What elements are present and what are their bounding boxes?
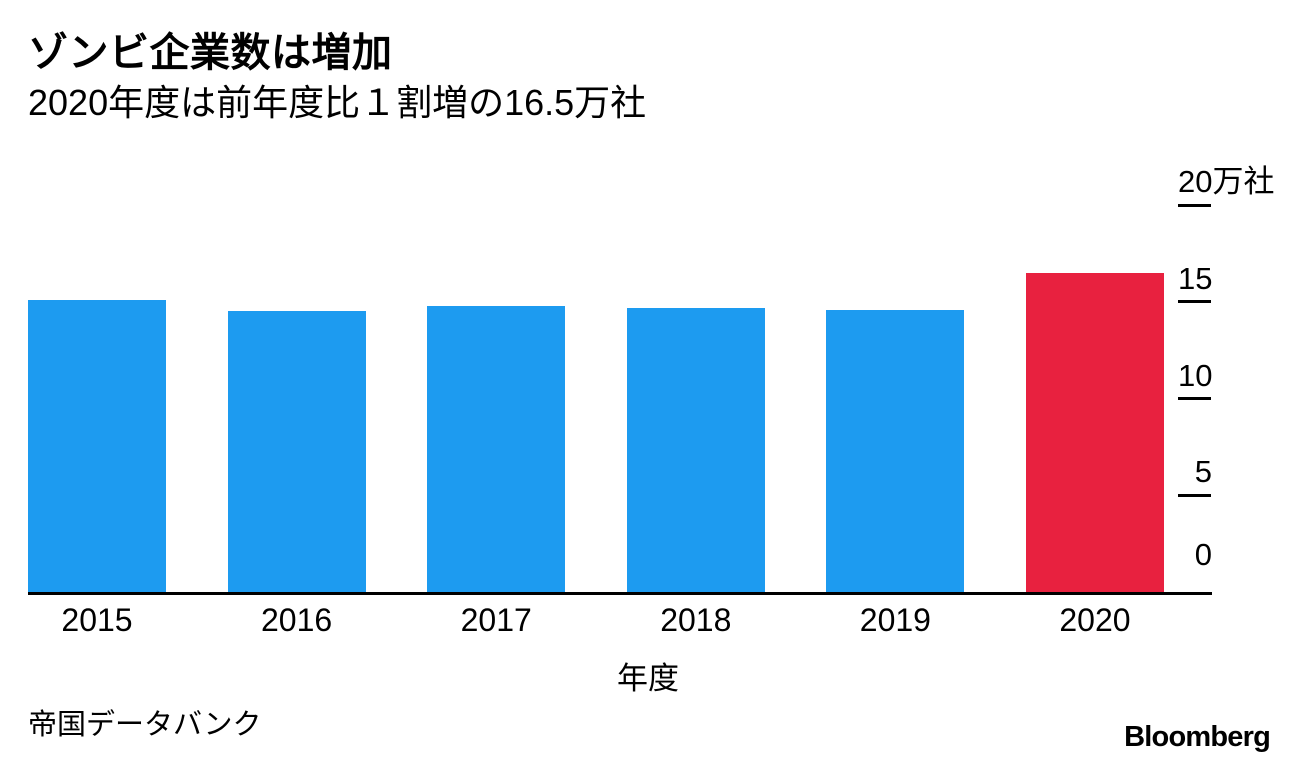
x-axis-title: 年度 <box>617 661 679 696</box>
x-tick-label-2017: 2017 <box>460 602 532 638</box>
y-tick-mark-20 <box>1178 203 1211 207</box>
bar-2017 <box>427 305 566 592</box>
bar-2018 <box>626 307 765 592</box>
y-tick-label-5: 5 <box>1194 454 1212 490</box>
y-tick-mark-5 <box>1178 493 1211 497</box>
x-tick-label-2020: 2020 <box>1059 602 1131 638</box>
source-note: 帝国データバンク <box>28 709 262 741</box>
x-axis-labels: 2015 2016 2017 2018 2019 2020 <box>28 604 1164 636</box>
bar-2020 <box>1025 272 1164 592</box>
chart-title: ゾンビ企業数は増加 <box>28 31 393 75</box>
chart-subtitle: 2020年度は前年度比１割増の16.5万社 <box>28 82 647 123</box>
y-tick-mark-10 <box>1178 397 1211 400</box>
y-tick-label-15: 15 <box>1178 260 1213 296</box>
x-tick-label-2019: 2019 <box>859 602 931 638</box>
x-axis-line <box>28 592 1212 595</box>
y-tick-label-20: 20万社 <box>1178 164 1275 199</box>
bloomberg-logo: Bloomberg <box>1124 721 1271 753</box>
plot-area: 0 5 10 15 20万社 <box>0 150 1296 595</box>
x-tick-label-2016: 2016 <box>261 602 333 638</box>
y-tick-label-10: 10 <box>1178 357 1213 393</box>
bar-2016 <box>227 311 366 592</box>
x-tick-label-2015: 2015 <box>61 602 133 638</box>
y-tick-mark-15 <box>1178 300 1211 304</box>
bar-2015 <box>28 299 166 592</box>
bar-2019 <box>826 309 965 592</box>
bars <box>28 150 1164 592</box>
x-tick-label-2018: 2018 <box>660 602 732 638</box>
y-tick-label-0: 0 <box>1194 537 1212 572</box>
